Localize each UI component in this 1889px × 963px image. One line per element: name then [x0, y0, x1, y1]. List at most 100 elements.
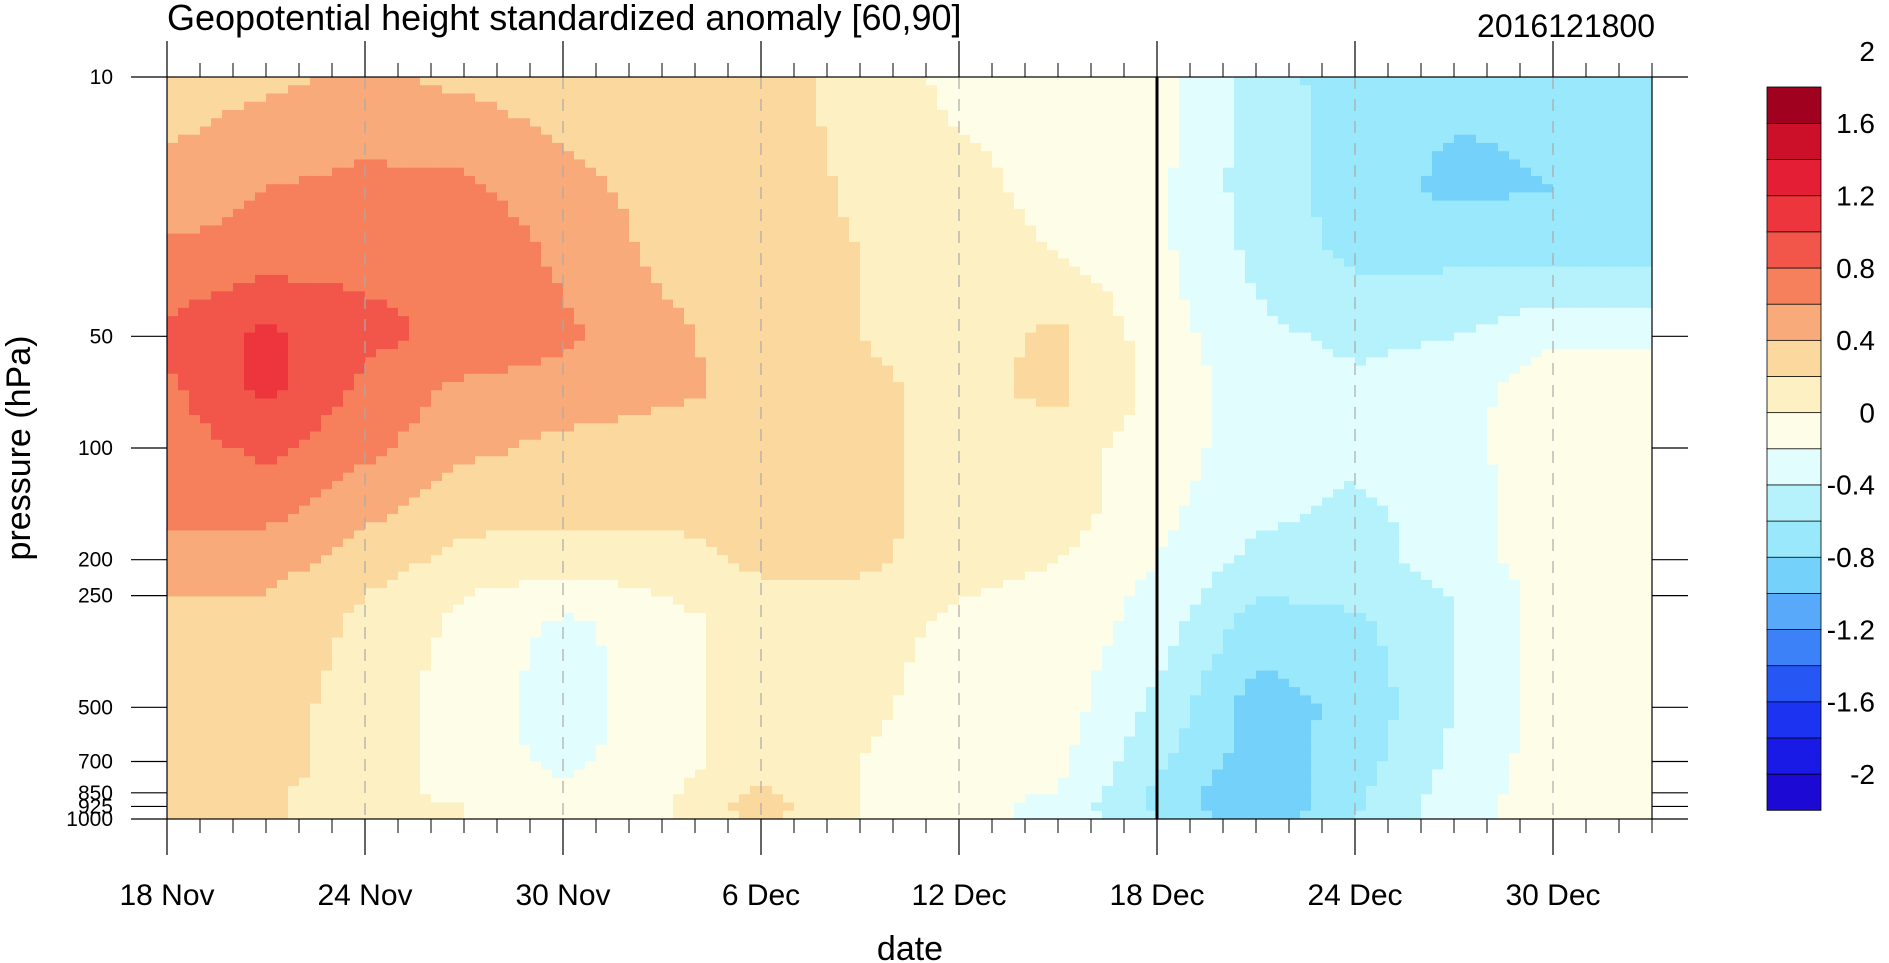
anomaly-cell — [1443, 175, 1455, 185]
anomaly-cell — [321, 159, 333, 169]
anomaly-cell — [827, 283, 839, 292]
anomaly-cell — [530, 208, 542, 218]
anomaly-cell — [1267, 101, 1279, 111]
anomaly-cell — [1168, 316, 1180, 325]
anomaly-cell — [596, 142, 608, 152]
anomaly-cell — [1058, 324, 1070, 334]
anomaly-cell — [596, 250, 608, 259]
anomaly-cell — [1487, 349, 1499, 358]
anomaly-cell — [420, 307, 432, 317]
anomaly-cell — [1289, 373, 1301, 383]
anomaly-cell — [222, 77, 234, 86]
anomaly-cell — [343, 266, 355, 276]
anomaly-cell — [761, 258, 773, 268]
anomaly-cell — [1322, 283, 1334, 292]
anomaly-cell — [1575, 241, 1587, 251]
anomaly-cell — [871, 258, 883, 268]
anomaly-cell — [376, 241, 388, 251]
anomaly-cell — [827, 175, 839, 185]
anomaly-cell — [1443, 316, 1455, 325]
anomaly-cell — [574, 225, 586, 235]
anomaly-cell — [1520, 151, 1532, 161]
anomaly-cell — [739, 159, 751, 169]
anomaly-cell — [409, 85, 421, 95]
anomaly-cell — [651, 167, 663, 177]
anomaly-cell — [563, 324, 575, 334]
anomaly-cell — [1399, 85, 1411, 95]
anomaly-cell — [695, 324, 707, 334]
anomaly-cell — [1289, 93, 1301, 103]
anomaly-cell — [508, 118, 520, 128]
anomaly-cell — [1421, 283, 1433, 292]
anomaly-cell — [1597, 167, 1609, 177]
anomaly-cell — [1564, 299, 1576, 309]
anomaly-cell — [1586, 167, 1598, 177]
anomaly-cell — [1344, 233, 1356, 243]
anomaly-cell — [893, 77, 905, 86]
anomaly-cell — [277, 373, 289, 383]
anomaly-cell — [464, 184, 476, 194]
anomaly-cell — [640, 208, 652, 218]
anomaly-cell — [871, 184, 883, 194]
anomaly-cell — [871, 250, 883, 259]
anomaly-cell — [574, 101, 586, 111]
anomaly-cell — [431, 332, 443, 342]
anomaly-cell — [1168, 340, 1180, 350]
anomaly-cell — [1234, 109, 1246, 119]
anomaly-cell — [1575, 324, 1587, 334]
anomaly-cell — [1487, 241, 1499, 251]
anomaly-cell — [1146, 283, 1158, 292]
anomaly-cell — [420, 159, 432, 169]
anomaly-cell — [882, 85, 894, 95]
anomaly-cell — [849, 126, 861, 136]
anomaly-cell — [1003, 118, 1015, 128]
anomaly-cell — [343, 167, 355, 177]
anomaly-cell — [970, 101, 982, 111]
anomaly-cell — [1190, 283, 1202, 292]
anomaly-cell — [1454, 142, 1466, 152]
anomaly-cell — [266, 200, 278, 210]
anomaly-cell — [200, 340, 212, 350]
anomaly-cell — [585, 241, 597, 251]
anomaly-cell — [178, 316, 190, 325]
anomaly-cell — [915, 233, 927, 243]
anomaly-cell — [1498, 192, 1510, 202]
anomaly-cell — [915, 274, 927, 284]
anomaly-cell — [1256, 109, 1268, 119]
anomaly-cell — [1509, 217, 1521, 226]
anomaly-cell — [255, 266, 267, 276]
anomaly-cell — [233, 283, 245, 292]
anomaly-cell — [233, 151, 245, 161]
anomaly-cell — [1388, 109, 1400, 119]
anomaly-cell — [167, 208, 179, 218]
anomaly-cell — [530, 340, 542, 350]
anomaly-cell — [717, 159, 729, 169]
anomaly-cell — [706, 258, 718, 268]
anomaly-cell — [1124, 274, 1136, 284]
anomaly-cell — [816, 324, 828, 334]
anomaly-cell — [1476, 175, 1488, 185]
anomaly-cell — [1300, 217, 1312, 226]
anomaly-cell — [816, 357, 828, 367]
anomaly-cell — [1300, 151, 1312, 161]
anomaly-cell — [1058, 142, 1070, 152]
anomaly-cell — [1179, 184, 1191, 194]
anomaly-cell — [178, 184, 190, 194]
anomaly-cell — [805, 373, 817, 383]
anomaly-cell — [1135, 233, 1147, 243]
anomaly-cell — [486, 373, 498, 383]
anomaly-cell — [1300, 208, 1312, 218]
anomaly-cell — [1476, 101, 1488, 111]
anomaly-cell — [1553, 357, 1565, 367]
anomaly-cell — [343, 349, 355, 358]
anomaly-cell — [673, 332, 685, 342]
anomaly-cell — [200, 307, 212, 317]
anomaly-cell — [1608, 151, 1620, 161]
anomaly-cell — [893, 109, 905, 119]
anomaly-cell — [827, 291, 839, 301]
anomaly-cell — [1267, 118, 1279, 128]
anomaly-cell — [673, 118, 685, 128]
anomaly-cell — [1245, 142, 1257, 152]
anomaly-cell — [1080, 85, 1092, 95]
anomaly-cell — [970, 142, 982, 152]
